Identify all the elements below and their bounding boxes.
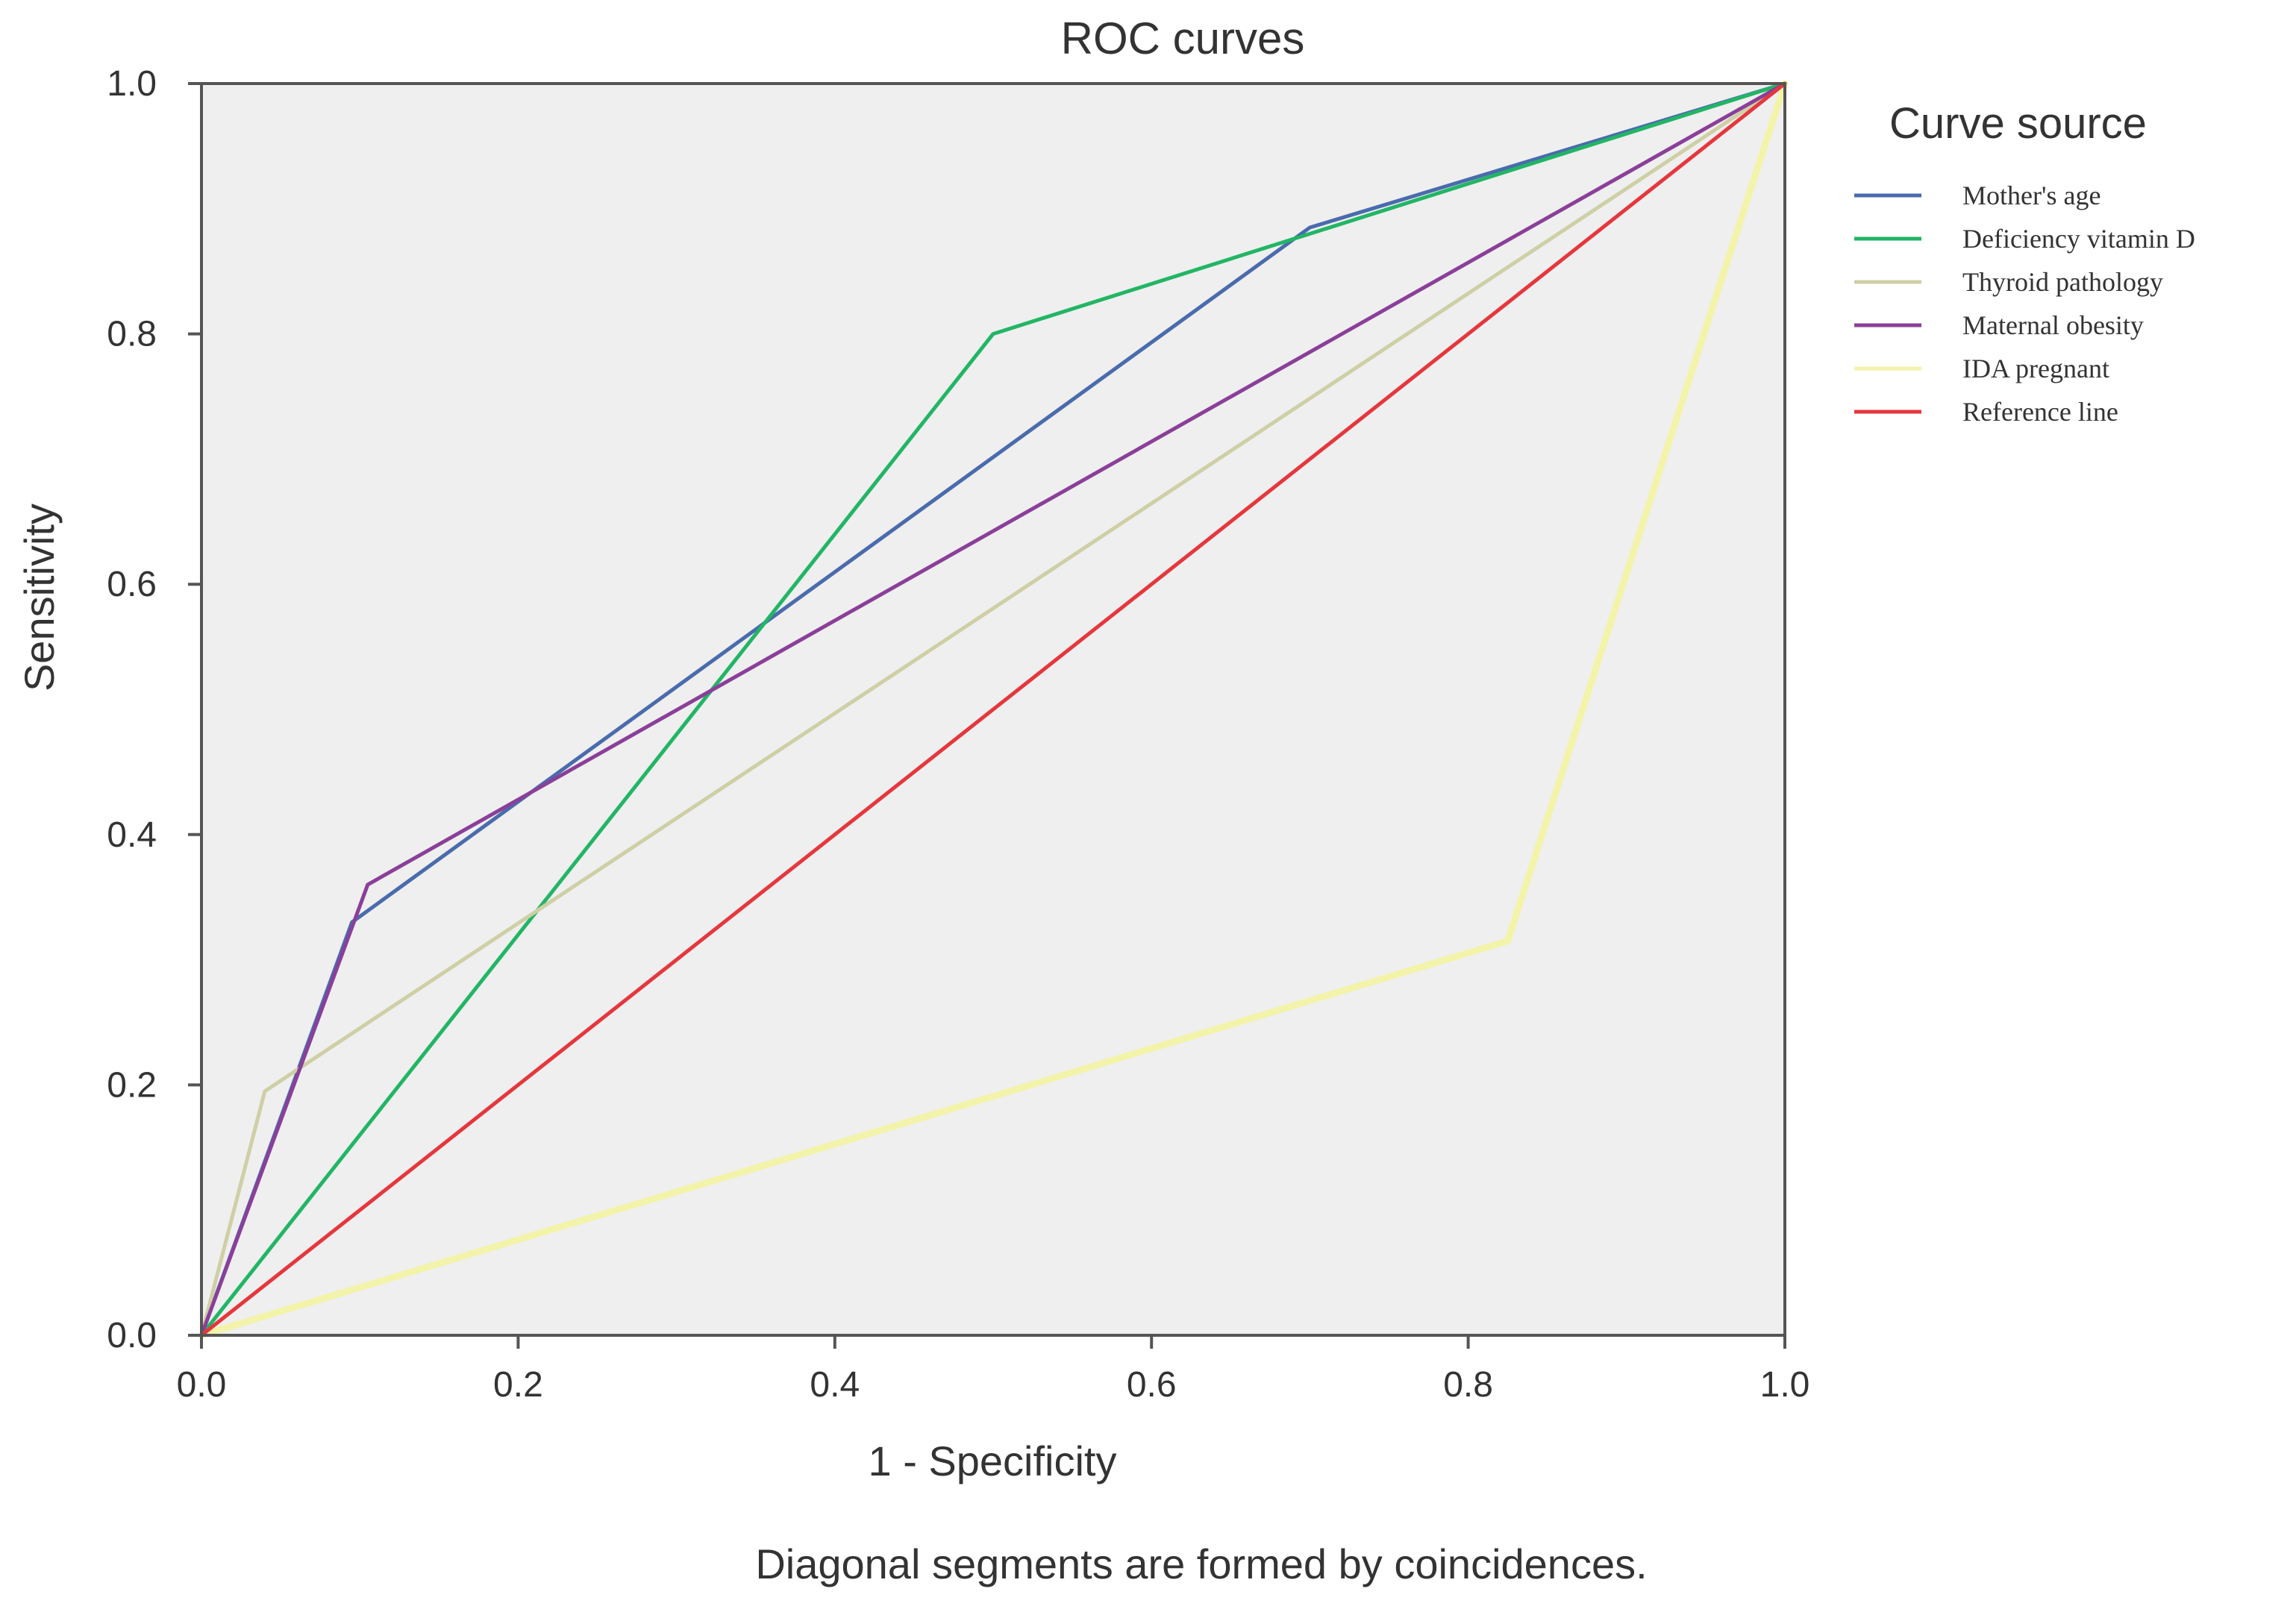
y-axis: 0.0 0.2 0.4 0.6 0.8 1.0: [107, 64, 201, 1355]
series-line-reference-line: [199, 81, 1787, 1338]
x-tick-label: 0.0: [177, 1365, 227, 1405]
legend-label: Mother's age: [1962, 181, 2101, 210]
x-tick-label: 1.0: [1760, 1365, 1810, 1405]
legend-items: Mother's age Deficiency vitamin D Thyroid …: [1854, 181, 2195, 427]
x-tick-label: 0.4: [810, 1365, 860, 1405]
y-tick-label: 1.0: [107, 64, 157, 104]
series-line-ida-pregnant: [198, 80, 1789, 1339]
y-tick-label: 0.6: [107, 565, 157, 604]
series-layer: [198, 80, 1789, 1339]
x-axis-label: 1 - Specificity: [869, 1437, 1117, 1484]
legend-title: Curve source: [1889, 99, 2147, 148]
x-tick-label: 0.8: [1443, 1365, 1493, 1405]
plot-frame: [200, 82, 1786, 1337]
x-tick-label: 0.2: [493, 1365, 543, 1405]
x-axis: 0.0 0.2 0.4 0.6 0.8 1.0: [177, 1335, 1810, 1405]
y-tick-label: 0.4: [107, 815, 157, 855]
footnote: Diagonal segments are formed by coincide…: [755, 1540, 1647, 1587]
series-line-maternal-obesity: [199, 81, 1787, 1338]
legend-label: Thyroid pathology: [1962, 267, 2163, 297]
x-tick-label: 0.6: [1127, 1365, 1177, 1405]
y-tick-label: 0.0: [107, 1316, 157, 1355]
legend-label: Deficiency vitamin D: [1962, 224, 2195, 254]
y-tick-label: 0.2: [107, 1065, 157, 1105]
legend: Curve source Mother's age Deficiency vita…: [1854, 99, 2195, 427]
y-tick-label: 0.8: [107, 315, 157, 354]
y-axis-label: Sensitivity: [16, 504, 63, 692]
series-line-thyroid-pathology: [199, 81, 1787, 1338]
series-line-deficiency-vitamin-d: [199, 81, 1787, 1338]
legend-label: IDA pregnant: [1962, 354, 2109, 383]
chart-title: ROC curves: [1061, 13, 1305, 63]
legend-label: Maternal obesity: [1962, 310, 2144, 340]
legend-label: Reference line: [1962, 397, 2118, 427]
